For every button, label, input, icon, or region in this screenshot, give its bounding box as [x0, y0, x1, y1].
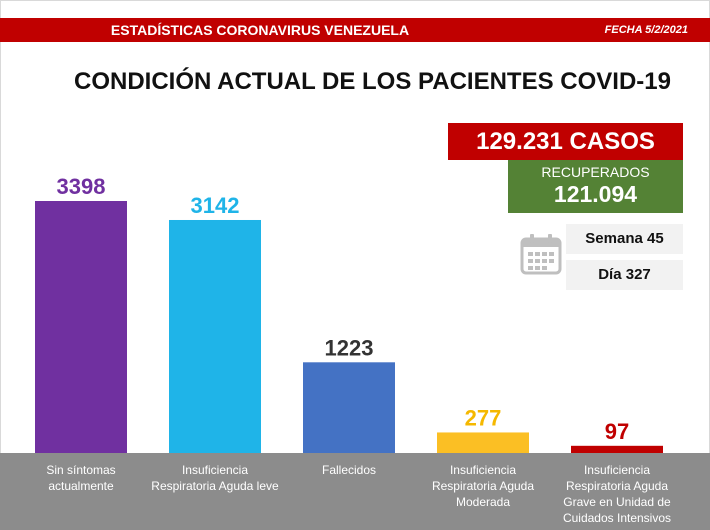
header-title: ESTADÍSTICAS CORONAVIRUS VENEZUELA	[110, 22, 410, 38]
category-axis-band	[0, 453, 710, 530]
category-label-2: Fallecidos	[321, 463, 377, 477]
category-label-4: Insuficiencia Respiratoria Aguda Grave e…	[562, 463, 672, 525]
category-label-3: Insuficiencia Respiratoria Aguda Moderad…	[431, 463, 535, 509]
data-label-4: 97	[605, 419, 629, 444]
data-label-1: 3142	[191, 193, 240, 218]
bar-1	[169, 219, 261, 453]
day-counter: Día 327	[566, 260, 683, 290]
calendar-icon	[520, 234, 562, 275]
header-bar: ESTADÍSTICAS CORONAVIRUS VENEZUELA FECHA…	[0, 18, 710, 42]
bar-4	[571, 445, 663, 453]
category-label-0: Sin síntomas actualmente	[46, 463, 116, 493]
recovered-value: 121.094	[553, 181, 638, 207]
data-label-2: 1223	[325, 335, 374, 360]
header-date: FECHA 5/2/2021	[604, 24, 688, 36]
bar-0	[35, 201, 127, 453]
total-cases-badge: 129.231 CASOS	[448, 123, 683, 160]
bar-2	[303, 362, 395, 453]
page-title: CONDICIÓN ACTUAL DE LOS PACIENTES COVID-…	[74, 68, 671, 95]
category-label-1: Insuficiencia Respiratoria Aguda leve	[151, 463, 279, 493]
data-label-3: 277	[465, 405, 502, 430]
data-label-0: 3398	[57, 174, 106, 199]
recovered-label: RECUPERADOS	[541, 164, 650, 180]
bar-3	[437, 432, 529, 453]
recovered-badge: RECUPERADOS 121.094	[508, 160, 683, 213]
week-counter: Semana 45	[566, 224, 683, 254]
